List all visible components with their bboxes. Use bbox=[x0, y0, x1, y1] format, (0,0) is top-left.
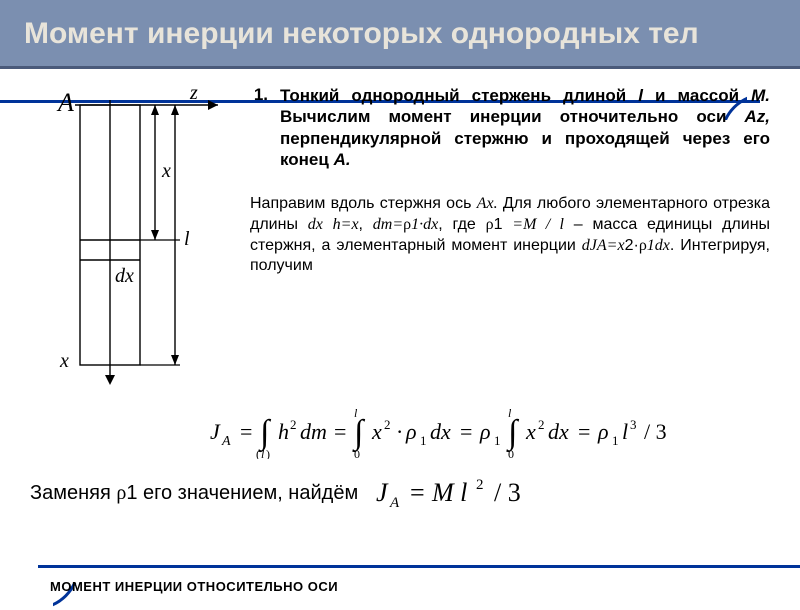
label-dx: dx bbox=[115, 265, 134, 287]
svg-text:=: = bbox=[460, 419, 472, 444]
dim-x-arrow-bot bbox=[151, 230, 159, 240]
svg-text:1: 1 bbox=[494, 433, 501, 448]
svg-text:x: x bbox=[371, 419, 382, 444]
svg-text:2: 2 bbox=[384, 417, 391, 432]
equation-1: JA = ∫ (l) h2 dm = ∫ l0 x2 · ρ1 dx = ρ1 … bbox=[140, 403, 800, 459]
p2-Ax: Ax. bbox=[477, 195, 498, 212]
dim-l-arrow-top bbox=[171, 105, 179, 115]
z-arrowhead bbox=[208, 100, 218, 110]
svg-text:1: 1 bbox=[420, 433, 427, 448]
dim-x-arrow-top bbox=[151, 105, 159, 115]
svg-text:2: 2 bbox=[476, 477, 484, 493]
p2-e2: 1 bbox=[494, 216, 513, 233]
rod-diagram: A z x l dx x bbox=[30, 85, 230, 385]
label-l: l bbox=[184, 228, 190, 250]
p2-eq: =M / l bbox=[512, 216, 564, 233]
equation-1-svg: JA = ∫ (l) h2 dm = ∫ l0 x2 · ρ1 dx = ρ1 … bbox=[210, 403, 730, 459]
p2-rho2: ρ bbox=[486, 216, 494, 233]
item-number: 1. bbox=[250, 85, 268, 170]
label-z: z bbox=[189, 82, 198, 104]
subst-rho: ρ bbox=[116, 482, 126, 504]
paragraph-2: Направим вдоль стержня ось Ax. Для любог… bbox=[250, 194, 770, 277]
label-A: A bbox=[56, 88, 74, 117]
p2-a: Направим вдоль стержня ось bbox=[250, 195, 477, 212]
svg-text:ρ: ρ bbox=[597, 419, 609, 444]
svg-text:): ) bbox=[266, 447, 270, 459]
content-area: A z x l dx x 1. Тонкий однородный стерже… bbox=[0, 69, 800, 395]
p2-dJ: dJA=x bbox=[582, 237, 625, 254]
svg-text:/ 3: / 3 bbox=[494, 478, 521, 507]
svg-text:0: 0 bbox=[354, 447, 360, 459]
dim-l-arrow-bot bbox=[171, 355, 179, 365]
p2-rho: ρ bbox=[403, 216, 411, 233]
p2-d: , bbox=[359, 216, 373, 233]
p2-c bbox=[323, 216, 333, 233]
p2-dJ2: 2· bbox=[625, 237, 639, 254]
svg-text:1: 1 bbox=[612, 433, 619, 448]
svg-text:=: = bbox=[578, 419, 590, 444]
svg-text:2: 2 bbox=[290, 417, 297, 432]
p2-dm2: 1·dx bbox=[411, 216, 438, 233]
svg-text:M l: M l bbox=[431, 478, 467, 507]
p1-b: и массой bbox=[643, 86, 751, 105]
svg-text:ρ: ρ bbox=[405, 419, 417, 444]
p1-d: перпендикулярной стержню и проходящей че… bbox=[280, 129, 770, 169]
equation-2-svg: JA = M l 2 / 3 bbox=[376, 473, 576, 513]
subst-a: Заменяя bbox=[30, 482, 116, 504]
p1-Aend: A. bbox=[334, 150, 351, 169]
label-x-axis: x bbox=[59, 350, 69, 372]
footer-text: МОМЕНТ ИНЕРЦИИ ОТНОСИТЕЛЬНО ОСИ bbox=[50, 579, 338, 594]
svg-text:x: x bbox=[525, 419, 536, 444]
svg-text:=: = bbox=[240, 419, 252, 444]
svg-text:dm: dm bbox=[300, 419, 327, 444]
svg-text:l: l bbox=[622, 419, 628, 444]
diagram-svg: A z x l dx x bbox=[30, 85, 230, 395]
svg-text:J: J bbox=[210, 419, 221, 444]
p2-dJ3: 1dx bbox=[647, 237, 670, 254]
label-x-dim: x bbox=[161, 160, 171, 182]
p2-dm: dm= bbox=[373, 216, 403, 233]
subst-b: 1 его значением, найдём bbox=[126, 482, 358, 504]
svg-text:·: · bbox=[396, 419, 403, 444]
svg-text:A: A bbox=[221, 434, 231, 449]
p1-Az: Az, bbox=[745, 107, 771, 126]
svg-text:J: J bbox=[376, 478, 389, 507]
p2-hx: h=x bbox=[333, 216, 359, 233]
svg-text:=: = bbox=[410, 478, 425, 507]
x-arrowhead bbox=[105, 375, 115, 385]
p1-c: Вычислим момент инерции отночительно оси bbox=[280, 107, 745, 126]
p2-e: , где bbox=[438, 216, 485, 233]
svg-text:h: h bbox=[278, 419, 289, 444]
svg-text:2: 2 bbox=[538, 417, 545, 432]
svg-text:/ 3: / 3 bbox=[644, 419, 667, 444]
p2-dx: dx bbox=[308, 216, 323, 233]
slide-title-text: Момент инерции некоторых однородных тел bbox=[24, 17, 699, 50]
subst-text: Заменяя ρ1 его значением, найдём bbox=[30, 482, 358, 505]
svg-text:dx: dx bbox=[430, 419, 451, 444]
svg-text:dx: dx bbox=[548, 419, 569, 444]
paragraph-1: Тонкий однородный стержень длиной l и ма… bbox=[280, 85, 770, 170]
svg-text:=: = bbox=[334, 419, 346, 444]
substitution-line: Заменяя ρ1 его значением, найдём JA = M … bbox=[30, 473, 800, 513]
svg-text:0: 0 bbox=[508, 447, 514, 459]
list-item: 1. Тонкий однородный стержень длиной l и… bbox=[250, 85, 770, 170]
svg-text:(: ( bbox=[256, 447, 260, 459]
svg-text:ρ: ρ bbox=[479, 419, 491, 444]
p1-M: М. bbox=[751, 86, 770, 105]
svg-text:A: A bbox=[389, 495, 400, 511]
decor-line-bottom bbox=[38, 565, 800, 568]
svg-text:3: 3 bbox=[630, 417, 637, 432]
p2-rho3: ρ bbox=[639, 237, 647, 254]
text-column: 1. Тонкий однородный стержень длиной l и… bbox=[230, 85, 770, 385]
slide-title: Момент инерции некоторых однородных тел bbox=[0, 0, 800, 69]
p1-a: Тонкий однородный стержень длиной bbox=[280, 86, 638, 105]
